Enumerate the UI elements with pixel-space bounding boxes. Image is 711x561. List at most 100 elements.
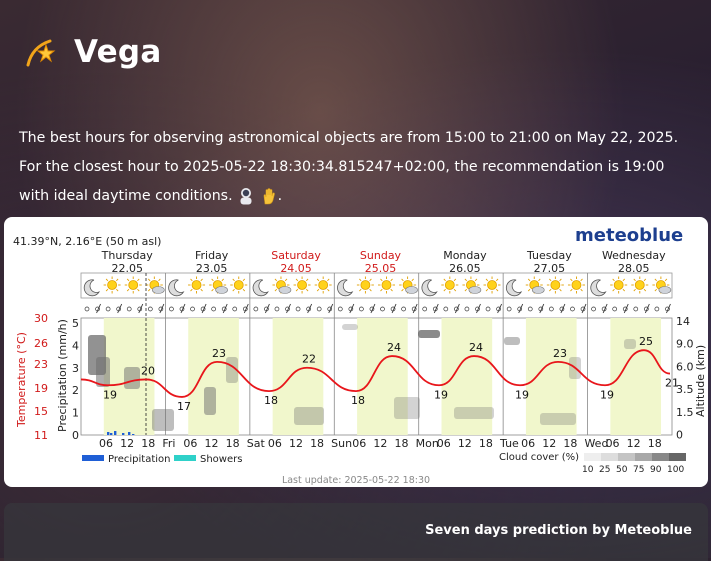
daylight-band [357,318,408,435]
cloud-cover-patch [454,407,494,419]
x-tick: Sat [247,437,266,450]
precip-legend-label: Precipitation [108,454,171,465]
day-date: 22.05 [111,262,143,275]
sun-icon [487,280,497,290]
sun-ray [580,278,583,282]
daylight-band [610,318,662,435]
sun-ray [538,278,541,282]
sun-icon [444,280,455,290]
cloud-legend-tick: 100 [667,465,684,475]
sun-ray [274,288,278,292]
wind-calm-icon [654,306,660,312]
temperature-label: 18 [351,394,365,407]
day-date: 24.05 [280,262,312,275]
x-tick: 12 [627,437,641,450]
precip-bar [114,431,117,435]
temperature-label: 22 [302,353,316,366]
sun-ray [295,288,299,292]
sun-icon [128,280,139,290]
x-tick: 06 [99,437,113,450]
daylight-band [272,318,324,435]
cloud-icon [468,286,482,294]
altitude-tick: 0 [676,429,683,442]
altitude-tick: 1.5 [676,406,694,419]
sun-ray [147,278,151,282]
wind-calm-icon [401,306,406,312]
cloud-cover-patch [96,357,110,387]
sun-ray [612,288,615,292]
cloud-cover-patch [504,337,520,345]
day-name: Monday [443,249,487,262]
temperature-label: 23 [212,347,226,360]
hand-icon [263,188,275,205]
wind-arrow-icon [243,303,249,314]
day-date: 27.05 [534,262,566,275]
sun-ray [411,278,414,282]
sun-ray [295,278,299,282]
sun-ray [453,288,457,292]
temperature-line [80,349,671,398]
sun-ray [359,288,362,292]
cloud-legend-tick: 10 [582,465,594,475]
cloud-legend-tick: 25 [599,465,610,475]
cloud-cover-patch [540,413,576,425]
sun-icon [613,280,624,290]
wind-calm-icon [380,306,385,312]
wind-calm-icon [570,306,575,312]
sun-ray [633,278,636,282]
moon-icon [337,279,354,297]
wind-arrow-icon [391,303,397,314]
x-tick: 06 [183,437,197,450]
x-tick: 18 [141,437,155,450]
cloud-icon [152,286,165,294]
x-tick: Wed [584,437,608,450]
wind-calm-icon [274,306,280,312]
wind-calm-icon [464,306,470,312]
cloud-legend-tick: 50 [616,465,628,475]
wind-arrow-icon [560,303,566,314]
wind-arrow-icon [222,303,228,314]
wind-calm-icon [485,306,491,312]
wind-arrow-icon [433,303,439,314]
sun-ray [622,288,626,292]
sun-ray [147,288,151,292]
altitude-axis-label: Altitude (km) [694,345,707,417]
temp-tick: 23 [34,358,48,371]
cloud-cover-patch [152,409,174,431]
sun-ray [380,288,383,292]
wind-calm-icon [253,306,259,312]
wind-calm-icon [337,306,343,312]
day-date: 25.05 [365,262,397,275]
temperature-label: 23 [553,347,567,360]
sun-ray [464,288,468,292]
x-tick: 18 [479,437,493,450]
x-tick: 12 [458,437,472,450]
sun-ray [126,288,130,292]
wind-arrow-icon [518,303,524,314]
sun-ray [327,278,330,282]
sun-icon [233,280,244,290]
sun-ray [137,278,140,282]
meteogram-chart: 41.39°N, 2.16°E (50 m asl) meteoblue Thu… [13,225,707,486]
sun-ray [200,288,203,292]
sun-ray [380,278,383,282]
sun-ray [453,278,457,282]
astronaut-icon [240,188,252,205]
moon-icon [252,279,269,297]
sun-ray [622,278,626,282]
day-date: 26.05 [449,262,481,275]
temperature-label: 24 [387,341,401,354]
wind-calm-icon [422,306,428,312]
cloud-legend-swatch [601,453,618,461]
location-label: 41.39°N, 2.16°E (50 m asl) [13,235,161,248]
wind-calm-icon [169,306,174,312]
sun-ray [232,288,235,292]
moon-icon [168,279,185,297]
daylight-band [441,318,493,435]
sun-ray [190,288,193,292]
precip-bar [110,433,113,435]
day-name: Wednesday [602,249,666,262]
sun-ray [549,278,552,282]
sun-ray [105,278,109,282]
sun-ray [242,278,246,282]
